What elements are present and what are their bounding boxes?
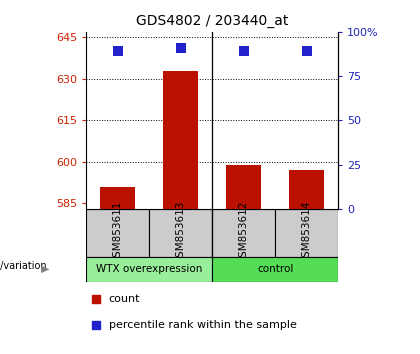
Point xyxy=(240,48,247,54)
Text: percentile rank within the sample: percentile rank within the sample xyxy=(109,320,297,331)
Text: GSM853613: GSM853613 xyxy=(176,201,186,264)
Bar xyxy=(86,209,149,257)
Text: control: control xyxy=(257,264,293,274)
Text: GSM853614: GSM853614 xyxy=(302,201,312,264)
Bar xyxy=(289,170,324,209)
Bar xyxy=(212,257,338,282)
Bar xyxy=(275,209,338,257)
Point xyxy=(300,156,307,162)
Bar xyxy=(100,187,135,209)
Point xyxy=(177,46,184,51)
Text: GSM853612: GSM853612 xyxy=(239,201,249,264)
Bar xyxy=(149,209,212,257)
Point xyxy=(303,48,310,54)
Bar xyxy=(163,70,198,209)
Text: GSM853611: GSM853611 xyxy=(113,201,123,264)
Bar xyxy=(226,165,261,209)
Title: GDS4802 / 203440_at: GDS4802 / 203440_at xyxy=(136,14,288,28)
Text: WTX overexpression: WTX overexpression xyxy=(96,264,202,274)
Text: genotype/variation: genotype/variation xyxy=(0,261,47,270)
Bar xyxy=(212,209,275,257)
Text: count: count xyxy=(109,294,140,304)
Bar xyxy=(86,257,212,282)
Point xyxy=(114,48,121,54)
